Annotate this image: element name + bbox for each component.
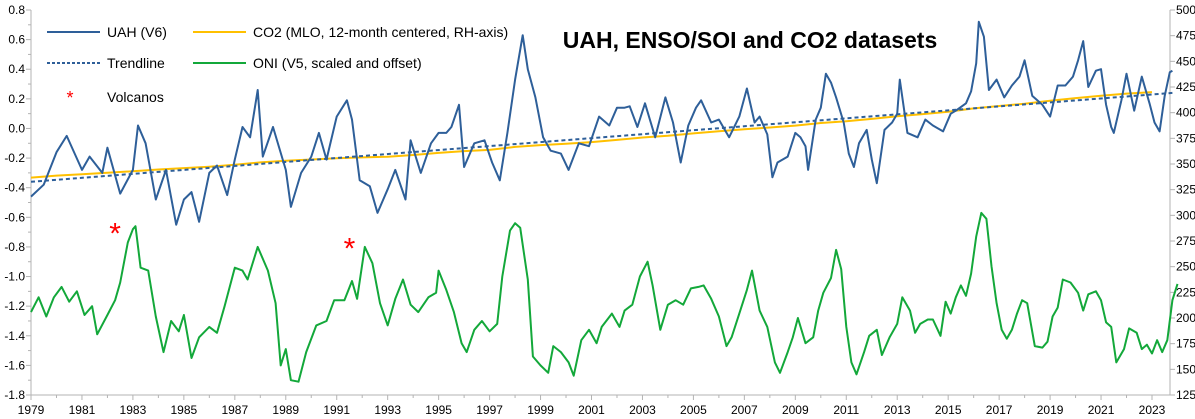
y2-tick-label: 150 (1176, 362, 1195, 376)
y-tick-label: -0.2 (4, 151, 25, 165)
y2-tick-label: 275 (1176, 234, 1195, 248)
y-tick-label: -1.0 (4, 270, 25, 284)
y-tick-label: -0.8 (4, 240, 25, 254)
chart-title: UAH, ENSO/SOI and CO2 datasets (563, 27, 937, 53)
legend-volcano-marker-icon: * (66, 88, 73, 108)
trendline (30, 91, 1173, 183)
x-tick-label: 1983 (120, 403, 147, 417)
x-tick-label: 2009 (782, 403, 809, 417)
x-tick-label: 1995 (425, 403, 452, 417)
co2-line (30, 91, 1153, 179)
y-tick-label: -1.4 (4, 329, 25, 343)
x-tick-label: 2011 (833, 403, 859, 417)
volcano-marker: * (344, 232, 356, 265)
x-tick-label: 2015 (935, 403, 962, 417)
y-tick-label: -0.4 (4, 181, 25, 195)
x-tick-label: 1985 (171, 403, 198, 417)
y2-tick-label: 200 (1176, 311, 1195, 325)
x-tick-label: 1993 (374, 403, 401, 417)
y2-tick-label: 250 (1176, 260, 1195, 274)
y-tick-label: -1.2 (4, 299, 25, 313)
y2-tick-label: 425 (1176, 80, 1195, 94)
y2-tick-label: 300 (1176, 208, 1195, 222)
y-tick-label: 0.2 (8, 92, 25, 106)
y-tick-label: 0.8 (8, 3, 25, 17)
series-layer: * * (30, 20, 1179, 383)
y2-tick-label: 500 (1176, 3, 1195, 17)
y2-tick-label: 475 (1176, 29, 1195, 43)
x-tick-label: 1987 (221, 403, 248, 417)
uah-line (30, 20, 1173, 226)
x-tick-label: 1991 (323, 403, 350, 417)
x-tick-label: 1981 (69, 403, 96, 417)
y-tick-label: 0.0 (8, 121, 25, 135)
x-tick-label: 2019 (1037, 403, 1064, 417)
x-tick-label: 2017 (986, 403, 1013, 417)
x-tick-label: 1989 (272, 403, 299, 417)
y2-tick-label: 450 (1176, 54, 1195, 68)
x-tick-label: 2021 (1088, 403, 1115, 417)
x-tick-label: 1999 (527, 403, 554, 417)
y-tick-label: 0.4 (8, 62, 25, 76)
x-tick-label: 2001 (578, 403, 605, 417)
x-tick-label: 1997 (476, 403, 503, 417)
y2-tick-label: 350 (1176, 157, 1195, 171)
y2-tick-label: 125 (1176, 388, 1195, 402)
axes: 0.8 0.6 0.4 0.2 0.0 -0.2 -0.4 -0.6 -0.8 -1.0 -1.2 -… (4, 3, 1195, 417)
x-tick-label: 2005 (680, 403, 707, 417)
volcano-marker: * (109, 218, 121, 251)
oni-line (30, 211, 1179, 383)
legend: UAH (V6) CO2 (MLO, 12-month centered, RH… (47, 24, 508, 108)
legend-trend-label: Trendline (107, 55, 165, 71)
x-tick-label: 2007 (731, 403, 758, 417)
y-tick-label: -0.6 (4, 210, 25, 224)
y-tick-label: -1.8 (4, 388, 25, 402)
y2-tick-label: 375 (1176, 131, 1195, 145)
legend-volcanos-label: Volcanos (107, 89, 164, 105)
legend-oni-label: ONI (V5, scaled and offset) (253, 55, 422, 71)
y-tick-label: 0.6 (8, 33, 25, 47)
legend-co2-label: CO2 (MLO, 12-month centered, RH-axis) (253, 24, 508, 40)
x-tick-label: 2003 (629, 403, 656, 417)
x-tick-label: 2013 (884, 403, 911, 417)
x-tick-label: 1979 (18, 403, 45, 417)
y2-tick-label: 325 (1176, 183, 1195, 197)
y2-tick-label: 400 (1176, 106, 1195, 120)
x-tick-label: 2023 (1139, 403, 1166, 417)
y2-tick-label: 175 (1176, 337, 1195, 351)
legend-uah-label: UAH (V6) (107, 24, 167, 40)
y-tick-label: -1.6 (4, 358, 25, 372)
y2-tick-label: 225 (1176, 285, 1195, 299)
